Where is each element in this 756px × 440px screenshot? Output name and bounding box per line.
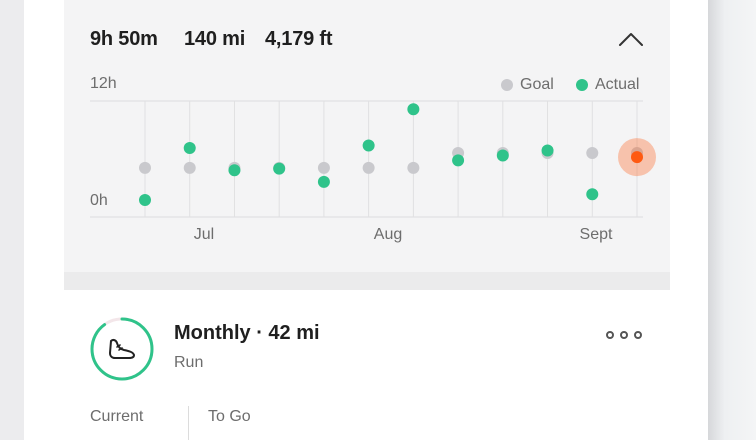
progress-ring-fill bbox=[90, 317, 154, 381]
legend-actual: Actual bbox=[576, 75, 639, 95]
x-tick-sept: Sept bbox=[579, 226, 613, 243]
goal-point bbox=[362, 161, 375, 174]
legend-goal: Goal bbox=[501, 75, 554, 95]
shoe-icon bbox=[109, 338, 135, 359]
more-dot-icon bbox=[620, 331, 628, 339]
activity-card bbox=[64, 290, 670, 440]
actual-point[interactable] bbox=[541, 144, 554, 157]
summary-distance: 140 mi bbox=[184, 28, 246, 50]
actual-point[interactable] bbox=[228, 164, 241, 177]
legend-actual-label: Actual bbox=[595, 76, 640, 93]
legend-goal-label: Goal bbox=[520, 76, 554, 93]
x-tick-aug: Aug bbox=[373, 226, 403, 243]
actual-series bbox=[139, 103, 656, 206]
goal-point bbox=[317, 161, 330, 174]
background-right bbox=[708, 0, 756, 440]
actual-point[interactable] bbox=[362, 139, 375, 152]
summary-duration: 9h 50m bbox=[90, 28, 158, 50]
actual-point[interactable] bbox=[452, 154, 465, 167]
more-dot-icon bbox=[606, 331, 614, 339]
y-tick-top: 12h bbox=[90, 75, 117, 92]
selected-actual-point[interactable] bbox=[631, 151, 643, 164]
to-go-label: To Go bbox=[208, 408, 251, 425]
activity-title[interactable]: Monthly · 42 mi bbox=[174, 322, 320, 344]
actual-point[interactable] bbox=[273, 162, 286, 175]
chevron-up-icon[interactable] bbox=[618, 30, 644, 50]
card-separator bbox=[64, 272, 670, 290]
legend-actual-swatch bbox=[576, 79, 588, 91]
summary-elevation: 4,179 ft bbox=[265, 28, 333, 50]
y-tick-bottom: 0h bbox=[90, 192, 108, 209]
actual-point[interactable] bbox=[407, 103, 420, 116]
actual-point[interactable] bbox=[183, 142, 196, 155]
goal-series bbox=[139, 146, 643, 174]
goal-point bbox=[183, 161, 196, 174]
goal-point bbox=[586, 146, 599, 159]
scatter-chart bbox=[90, 100, 656, 218]
stat-divider bbox=[188, 406, 189, 440]
more-dot-icon bbox=[634, 331, 642, 339]
current-label: Current bbox=[90, 408, 144, 425]
actual-point[interactable] bbox=[496, 149, 509, 162]
summary-card bbox=[64, 0, 670, 272]
actual-point[interactable] bbox=[139, 194, 151, 206]
more-options-button[interactable] bbox=[606, 328, 642, 342]
background-left bbox=[0, 0, 24, 440]
x-tick-jul: Jul bbox=[193, 226, 215, 243]
goal-point bbox=[139, 161, 151, 174]
progress-ring bbox=[90, 317, 154, 381]
activity-type: Run bbox=[174, 354, 204, 371]
goal-point bbox=[407, 161, 420, 174]
actual-point[interactable] bbox=[317, 175, 330, 188]
actual-point[interactable] bbox=[586, 188, 599, 201]
legend-goal-swatch bbox=[501, 79, 513, 91]
chart-gridlines bbox=[90, 100, 643, 218]
